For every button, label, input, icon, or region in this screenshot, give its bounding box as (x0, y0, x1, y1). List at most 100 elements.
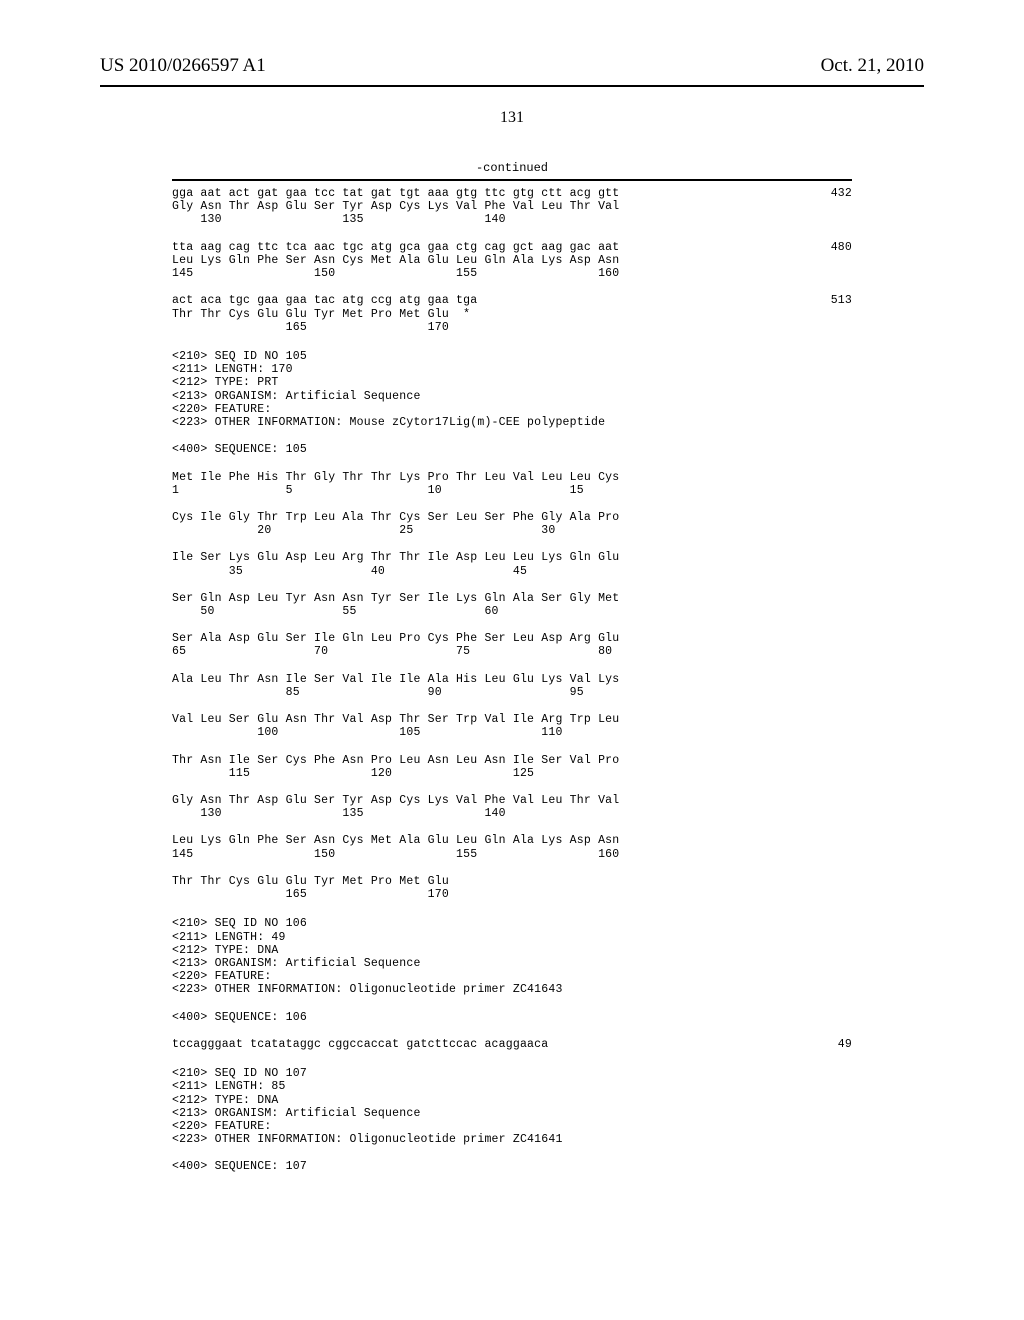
sequence-row: Gly Asn Thr Asp Glu Ser Tyr Asp Cys Lys … (172, 794, 852, 807)
sequence-row: <223> OTHER INFORMATION: Oligonucleotide… (172, 1133, 852, 1146)
sequence-text: <211> LENGTH: 49 (172, 931, 852, 944)
header-rule (100, 85, 924, 87)
sequence-row: 1 5 10 15 (172, 484, 852, 497)
sequence-text: 115 120 125 (172, 767, 852, 780)
sequence-text: <220> FEATURE: (172, 1120, 852, 1133)
sequence-text: <212> TYPE: DNA (172, 944, 852, 957)
sequence-row: Ala Leu Thr Asn Ile Ser Val Ile Ile Ala … (172, 673, 852, 686)
sequence-content: gga aat act gat gaa tcc tat gat tgt aaa … (172, 187, 852, 1174)
sequence-row: <211> LENGTH: 49 (172, 931, 852, 944)
sequence-text: 130 135 140 (172, 807, 852, 820)
sequence-text: Ser Ala Asp Glu Ser Ile Gln Leu Pro Cys … (172, 632, 852, 645)
sequence-block: Ala Leu Thr Asn Ile Ser Val Ile Ile Ala … (172, 673, 852, 699)
sequence-block: <400> SEQUENCE: 107 (172, 1160, 852, 1173)
sequence-text: Met Ile Phe His Thr Gly Thr Thr Lys Pro … (172, 471, 852, 484)
sequence-text: <210> SEQ ID NO 107 (172, 1067, 852, 1080)
sequence-row: 145 150 155 160 (172, 848, 852, 861)
sequence-text: <211> LENGTH: 170 (172, 363, 852, 376)
sequence-row: 115 120 125 (172, 767, 852, 780)
sequence-block: Ser Gln Asp Leu Tyr Asn Asn Tyr Ser Ile … (172, 592, 852, 618)
sequence-text: 20 25 30 (172, 524, 852, 537)
sequence-row: <400> SEQUENCE: 105 (172, 443, 852, 456)
sequence-text: tta aag cag ttc tca aac tgc atg gca gaa … (172, 241, 802, 254)
sequence-text: Val Leu Ser Glu Asn Thr Val Asp Thr Ser … (172, 713, 852, 726)
sequence-text: Gly Asn Thr Asp Glu Ser Tyr Asp Cys Lys … (172, 200, 852, 213)
sequence-row: tta aag cag ttc tca aac tgc atg gca gaa … (172, 241, 852, 254)
publication-date: Oct. 21, 2010 (821, 55, 924, 77)
sequence-row: <400> SEQUENCE: 107 (172, 1160, 852, 1173)
sequence-text: 145 150 155 160 (172, 848, 852, 861)
sequence-block: tta aag cag ttc tca aac tgc atg gca gaa … (172, 241, 852, 281)
sequence-row: 145 150 155 160 (172, 267, 852, 280)
sequence-block: Gly Asn Thr Asp Glu Ser Tyr Asp Cys Lys … (172, 794, 852, 820)
sequence-text: 165 170 (172, 888, 852, 901)
sequence-row: 100 105 110 (172, 726, 852, 739)
sequence-row: Gly Asn Thr Asp Glu Ser Tyr Asp Cys Lys … (172, 200, 852, 213)
sequence-row: <223> OTHER INFORMATION: Mouse zCytor17L… (172, 416, 852, 429)
sequence-row: <400> SEQUENCE: 106 (172, 1011, 852, 1024)
sequence-row: 165 170 (172, 321, 852, 334)
sequence-block: <400> SEQUENCE: 105 (172, 443, 852, 456)
sequence-text: 100 105 110 (172, 726, 852, 739)
sequence-row: 35 40 45 (172, 565, 852, 578)
sequence-text: <223> OTHER INFORMATION: Oligonucleotide… (172, 983, 852, 996)
sequence-row: 130 135 140 (172, 807, 852, 820)
sequence-block: act aca tgc gaa gaa tac atg ccg atg gaa … (172, 294, 852, 334)
content-top-rule (172, 179, 852, 181)
sequence-text: <212> TYPE: DNA (172, 1094, 852, 1107)
sequence-block: Met Ile Phe His Thr Gly Thr Thr Lys Pro … (172, 471, 852, 497)
sequence-text: act aca tgc gaa gaa tac atg ccg atg gaa … (172, 294, 802, 307)
page-header: US 2010/0266597 A1 Oct. 21, 2010 (100, 55, 924, 77)
publication-number: US 2010/0266597 A1 (100, 55, 266, 77)
sequence-block: <400> SEQUENCE: 106 (172, 1011, 852, 1024)
sequence-text: Ser Gln Asp Leu Tyr Asn Asn Tyr Ser Ile … (172, 592, 852, 605)
sequence-position: 480 (802, 241, 852, 254)
sequence-text: <213> ORGANISM: Artificial Sequence (172, 390, 852, 403)
sequence-row: <210> SEQ ID NO 105 (172, 350, 852, 363)
sequence-text: <220> FEATURE: (172, 403, 852, 416)
sequence-text: Gly Asn Thr Asp Glu Ser Tyr Asp Cys Lys … (172, 794, 852, 807)
sequence-text: <223> OTHER INFORMATION: Oligonucleotide… (172, 1133, 852, 1146)
sequence-row: Leu Lys Gln Phe Ser Asn Cys Met Ala Glu … (172, 254, 852, 267)
sequence-row: <213> ORGANISM: Artificial Sequence (172, 390, 852, 403)
sequence-row: 20 25 30 (172, 524, 852, 537)
sequence-text: Ala Leu Thr Asn Ile Ser Val Ile Ile Ala … (172, 673, 852, 686)
sequence-row: <212> TYPE: DNA (172, 944, 852, 957)
sequence-block: Leu Lys Gln Phe Ser Asn Cys Met Ala Glu … (172, 834, 852, 860)
sequence-row: <220> FEATURE: (172, 970, 852, 983)
sequence-meta-block: <210> SEQ ID NO 107<211> LENGTH: 85<212>… (172, 1067, 852, 1146)
sequence-row: Thr Thr Cys Glu Glu Tyr Met Pro Met Glu … (172, 308, 852, 321)
sequence-text: 145 150 155 160 (172, 267, 852, 280)
sequence-text: <220> FEATURE: (172, 970, 852, 983)
sequence-row: 165 170 (172, 888, 852, 901)
sequence-block: Ser Ala Asp Glu Ser Ile Gln Leu Pro Cys … (172, 632, 852, 658)
sequence-block: Cys Ile Gly Thr Trp Leu Ala Thr Cys Ser … (172, 511, 852, 537)
sequence-text: Thr Thr Cys Glu Glu Tyr Met Pro Met Glu … (172, 308, 852, 321)
sequence-row: Ile Ser Lys Glu Asp Leu Arg Thr Thr Ile … (172, 551, 852, 564)
sequence-row: Thr Thr Cys Glu Glu Tyr Met Pro Met Glu (172, 875, 852, 888)
sequence-row: Ser Gln Asp Leu Tyr Asn Asn Tyr Ser Ile … (172, 592, 852, 605)
sequence-text: <223> OTHER INFORMATION: Mouse zCytor17L… (172, 416, 852, 429)
sequence-text: Thr Asn Ile Ser Cys Phe Asn Pro Leu Asn … (172, 754, 852, 767)
sequence-text: <213> ORGANISM: Artificial Sequence (172, 1107, 852, 1120)
sequence-text: 165 170 (172, 321, 852, 334)
sequence-text: Ile Ser Lys Glu Asp Leu Arg Thr Thr Ile … (172, 551, 852, 564)
sequence-text: gga aat act gat gaa tcc tat gat tgt aaa … (172, 187, 802, 200)
sequence-row: <213> ORGANISM: Artificial Sequence (172, 1107, 852, 1120)
sequence-row: <210> SEQ ID NO 107 (172, 1067, 852, 1080)
sequence-text: <213> ORGANISM: Artificial Sequence (172, 957, 852, 970)
sequence-text: <212> TYPE: PRT (172, 376, 852, 389)
sequence-text: <210> SEQ ID NO 105 (172, 350, 852, 363)
sequence-row: <211> LENGTH: 170 (172, 363, 852, 376)
sequence-row: Thr Asn Ile Ser Cys Phe Asn Pro Leu Asn … (172, 754, 852, 767)
sequence-row: Cys Ile Gly Thr Trp Leu Ala Thr Cys Ser … (172, 511, 852, 524)
sequence-text: 85 90 95 (172, 686, 852, 699)
sequence-text: 1 5 10 15 (172, 484, 852, 497)
sequence-row: act aca tgc gaa gaa tac atg ccg atg gaa … (172, 294, 852, 307)
sequence-row: 130 135 140 (172, 213, 852, 226)
sequence-row: <213> ORGANISM: Artificial Sequence (172, 957, 852, 970)
sequence-position: 432 (802, 187, 852, 200)
sequence-block: Ile Ser Lys Glu Asp Leu Arg Thr Thr Ile … (172, 551, 852, 577)
sequence-block: Thr Thr Cys Glu Glu Tyr Met Pro Met Glu … (172, 875, 852, 901)
sequence-block: tccagggaat tcatataggc cggccaccat gatcttc… (172, 1038, 852, 1051)
